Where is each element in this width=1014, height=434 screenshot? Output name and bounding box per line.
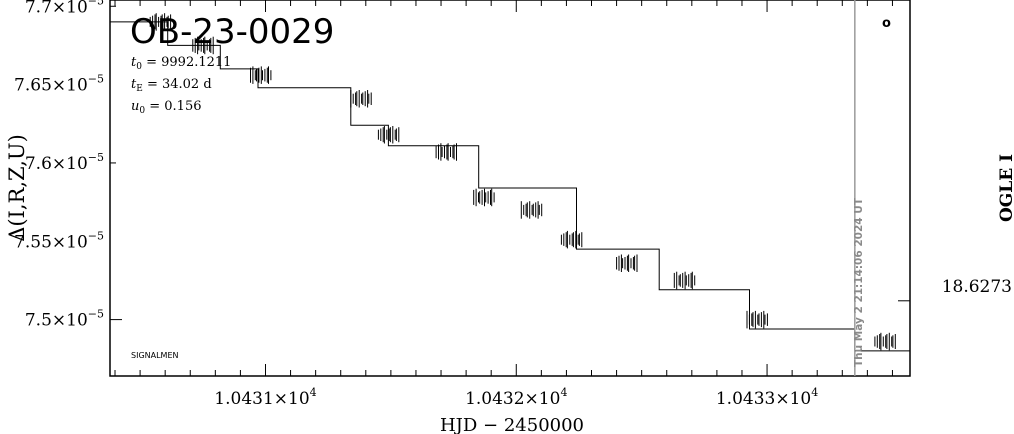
y-tick-label: 7.65×10−5 [14,73,104,96]
x-tick-label: 1.0431×104 [214,386,316,409]
data-clusters [149,13,896,351]
observation-cluster [616,254,638,272]
param-tE-symbol: t [131,77,137,92]
param-u0-sub: 0 [139,106,145,116]
x-axis-label: HJD − 2450000 [440,415,584,434]
right-axis-label-text: OGLE I [997,154,1014,222]
param-t0: t0 = 9992.1211 [131,55,231,72]
svg-text:t0 = 9992.1211: t0 = 9992.1211 [131,55,231,72]
x-tick-label: 1.0432×104 [465,386,567,409]
observation-cluster [473,188,495,207]
observation-cluster [673,271,696,290]
observation-cluster [874,332,896,351]
y-tick-label: 7.55×10−5 [14,229,104,252]
x-tick-mantissa: 1.0433×10 [716,389,811,409]
y-tick-mantissa: 7.6×10 [25,154,88,174]
x-tick-label: 1.0433×104 [716,386,818,409]
observation-cluster [435,143,457,161]
axis-ticks [110,0,910,376]
y-tick-mantissa: 7.55×10 [14,232,88,252]
y-axis-label: Δ(I,R,Z,U) [5,134,29,242]
y-tick-mantissa: 7.7×10 [25,0,88,17]
svg-text:u0 = 0.156: u0 = 0.156 [131,99,202,116]
tick-labels: 1.0431×104 1.0432×104 1.0433×1047.5×10−57.… [14,0,818,409]
param-tE: tE = 34.02 d [131,77,212,94]
observation-cluster [560,230,583,249]
observation-cluster [520,201,543,219]
param-u0-symbol: u [131,99,139,114]
observation-cluster [377,126,400,144]
param-t0-value: = 9992.1211 [146,55,231,70]
y-tick-exponent: −5 [88,0,104,7]
y-tick-mantissa: 7.65×10 [14,76,88,96]
x-tick-exponent: 4 [811,386,818,399]
param-tE-sub: E [136,84,143,94]
right-tick-label: 18.6273 [942,277,1012,297]
chart-title: OB-23-0029 [130,12,334,52]
plot-frame [109,0,911,377]
param-u0-value: = 0.156 [149,99,201,114]
footer-note: SIGNALMEN [131,351,179,360]
y-tick-mantissa: 7.5×10 [25,311,88,331]
y-tick-exponent: −5 [88,308,104,321]
right-axis-label: OGLE I [997,154,1014,222]
param-t0-sub: 0 [136,62,142,72]
param-u0: u0 = 0.156 [131,99,202,116]
y-tick-exponent: −5 [88,73,104,86]
x-tick-mantissa: 1.0431×10 [214,389,309,409]
observation-cluster [192,36,214,55]
legend-marker: o [882,16,891,31]
y-tick-exponent: −5 [88,151,104,164]
param-tE-value: = 34.02 d [147,77,212,92]
x-tick-exponent: 4 [310,386,317,399]
param-t0-symbol: t [131,55,137,70]
observation-cluster [149,13,172,31]
series-step-line [110,21,910,352]
y-tick-label: 7.6×10−5 [25,151,104,174]
y-tick-label: 7.7×10−5 [25,0,104,17]
observation-cluster [250,66,272,84]
observation-cluster [746,310,768,329]
y-tick-exponent: −5 [88,229,104,242]
data-series [110,21,910,352]
x-tick-exponent: 4 [560,386,567,399]
svg-text:tE = 34.02 d: tE = 34.02 d [131,77,212,94]
y-tick-label: 7.5×10−5 [25,308,104,331]
observation-cluster [350,90,372,108]
x-tick-mantissa: 1.0432×10 [465,389,560,409]
timestamp-stamp: Thu May 2 21:14:06 2024 UT [853,197,865,367]
